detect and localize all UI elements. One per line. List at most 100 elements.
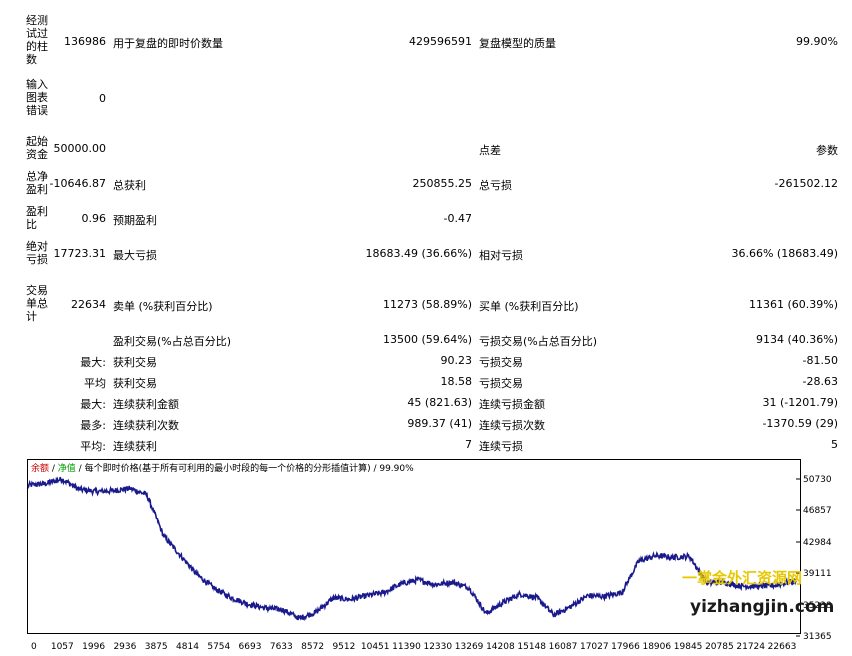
errors-value: 0	[99, 92, 106, 105]
spread-value: 参数	[816, 144, 838, 157]
max2-prefix: 最大:	[80, 398, 106, 411]
gross-profit-value: 250855.25	[412, 177, 473, 190]
cons-loss-count-value: -1370.59 (29)	[762, 417, 838, 430]
x-tick-label: 10451	[361, 642, 390, 652]
x-tick-label: 5754	[207, 642, 230, 652]
x-tick-label: 8572	[301, 642, 324, 652]
bars-label: 经测试过的柱数	[26, 14, 48, 66]
y-tick-label: 39111	[803, 569, 832, 579]
x-axis: 0 1057 1996 2936 3875 4814 5754 6693 7633 8572 951…	[31, 642, 796, 652]
watermark-url: yizhangjin.com	[690, 597, 835, 617]
gross-profit-label: 总获利	[113, 179, 146, 192]
balance-series-line	[27, 476, 797, 622]
bars-value: 136986	[64, 35, 106, 48]
total-trades-value: 22634	[71, 298, 106, 311]
expected-payoff-label: 预期盈利	[113, 214, 157, 227]
profit-factor-value: 0.96	[81, 212, 107, 225]
gross-loss-label: 总亏损	[479, 179, 512, 192]
y-tick-label: 50730	[803, 475, 832, 485]
x-tick-label: 17966	[611, 642, 640, 652]
loss-trades-label: 亏损交易(%占总百分比)	[479, 335, 598, 348]
x-tick-label: 2936	[113, 642, 136, 652]
legend-sep-2: /	[75, 464, 85, 474]
avg2-prefix: 平均:	[80, 440, 106, 453]
legend-sep-1: /	[49, 464, 58, 474]
cons-win-count-value: 989.37 (41)	[407, 417, 472, 430]
gross-loss-value: -261502.12	[774, 177, 838, 190]
avg-cons-loss-value: 5	[831, 438, 838, 451]
x-tick-label: 17027	[580, 642, 609, 652]
max-prefix: 最大:	[80, 356, 106, 369]
x-tick-label: 4814	[176, 642, 199, 652]
avg-win-label: 获利交易	[113, 377, 157, 390]
cons-win-amount-label: 连续获利金额	[113, 398, 179, 411]
largest-loss-label: 亏损交易	[479, 356, 523, 369]
y-tick-label: 46857	[803, 506, 832, 516]
x-tick-label: 18906	[642, 642, 671, 652]
x-tick-label: 1996	[82, 642, 105, 652]
avg-prefix: 平均	[84, 377, 106, 390]
series-layer	[27, 476, 797, 622]
avg-cons-win-value: 7	[465, 438, 472, 451]
x-tick-label: 15148	[517, 642, 546, 652]
long-trades-label: 买单 (%获利百分比)	[479, 300, 579, 313]
x-tick-label: 12330	[423, 642, 452, 652]
x-tick-label: 16087	[549, 642, 578, 652]
x-tick-label: 20785	[705, 642, 734, 652]
ticks-value: 429596591	[409, 35, 472, 48]
spread-label: 点差	[479, 144, 501, 157]
legend-model-info: 每个即时价格(基于所有可利用的最小时段的每一个价格的分形插值计算) / 99.9…	[84, 464, 414, 474]
abs-drawdown-label: 绝对亏损	[26, 240, 48, 266]
x-tick-label: 19845	[674, 642, 703, 652]
largest-win-label: 获利交易	[113, 356, 157, 369]
y-tick-label: 31365	[803, 632, 832, 642]
deposit-value: 50000.00	[53, 142, 107, 155]
y-tick-label: 42984	[803, 538, 832, 548]
largest-win-value: 90.23	[440, 354, 473, 367]
legend-balance: 余额	[31, 464, 50, 474]
balance-chart	[27, 459, 801, 634]
cons-win-count-label: 连续获利次数	[113, 419, 179, 432]
chart-header: 余额 / 净值 / 每个即时价格(基于所有可利用的最小时段的每一个价格的分形插值…	[31, 461, 414, 474]
net-profit-value: -10646.87	[49, 177, 106, 190]
x-tick-label: 6693	[239, 642, 262, 652]
x-tick-label: 22663	[768, 642, 797, 652]
loss-trades-value: 9134 (40.36%)	[755, 333, 838, 346]
long-trades-value: 11361 (60.39%)	[748, 298, 838, 311]
x-tick-label: 0	[31, 642, 37, 652]
x-tick-label: 13269	[455, 642, 484, 652]
x-tick-label: 14208	[486, 642, 515, 652]
short-trades-value: 11273 (58.89%)	[382, 298, 472, 311]
avg-cons-win-label: 连续获利	[113, 440, 157, 453]
x-tick-label: 3875	[145, 642, 168, 652]
avg-loss-value: -28.63	[802, 375, 838, 388]
expected-payoff-value: -0.47	[443, 212, 472, 225]
watermark-cn: 一掌金外汇资源网	[682, 569, 803, 587]
avg-win-value: 18.58	[440, 375, 473, 388]
cons-loss-amount-value: 31 (-1201.79)	[762, 396, 838, 409]
legend-equity: 净值	[57, 464, 76, 474]
max-drawdown-value: 18683.49 (36.66%)	[365, 247, 472, 260]
most-prefix: 最多:	[80, 419, 106, 432]
win-trades-value: 13500 (59.64%)	[382, 333, 472, 346]
max-drawdown-label: 最大亏损	[113, 249, 157, 262]
quality-value: 99.90%	[796, 35, 838, 48]
x-tick-label: 11390	[392, 642, 421, 652]
quality-label: 复盘模型的质量	[479, 37, 556, 50]
cons-loss-count-label: 连续亏损次数	[479, 419, 545, 432]
ticks-label: 用于复盘的即时价数量	[113, 37, 223, 50]
rel-drawdown-value: 36.66% (18683.49)	[731, 247, 838, 260]
total-trades-label: 交易单总计	[26, 284, 48, 323]
avg-cons-loss-label: 连续亏损	[479, 440, 523, 453]
x-tick-label: 1057	[51, 642, 74, 652]
y-axis: 50730 46857 42984 39111 35238 31365	[796, 475, 832, 642]
win-trades-label: 盈利交易(%占总百分比)	[113, 335, 232, 348]
cons-win-amount-value: 45 (821.63)	[407, 396, 472, 409]
deposit-label: 起始资金	[26, 135, 48, 161]
avg-loss-label: 亏损交易	[479, 377, 523, 390]
short-trades-label: 卖单 (%获利百分比)	[113, 300, 213, 313]
x-tick-label: 7633	[270, 642, 293, 652]
profit-factor-label: 盈利比	[26, 205, 48, 231]
x-tick-label: 9512	[332, 642, 355, 652]
